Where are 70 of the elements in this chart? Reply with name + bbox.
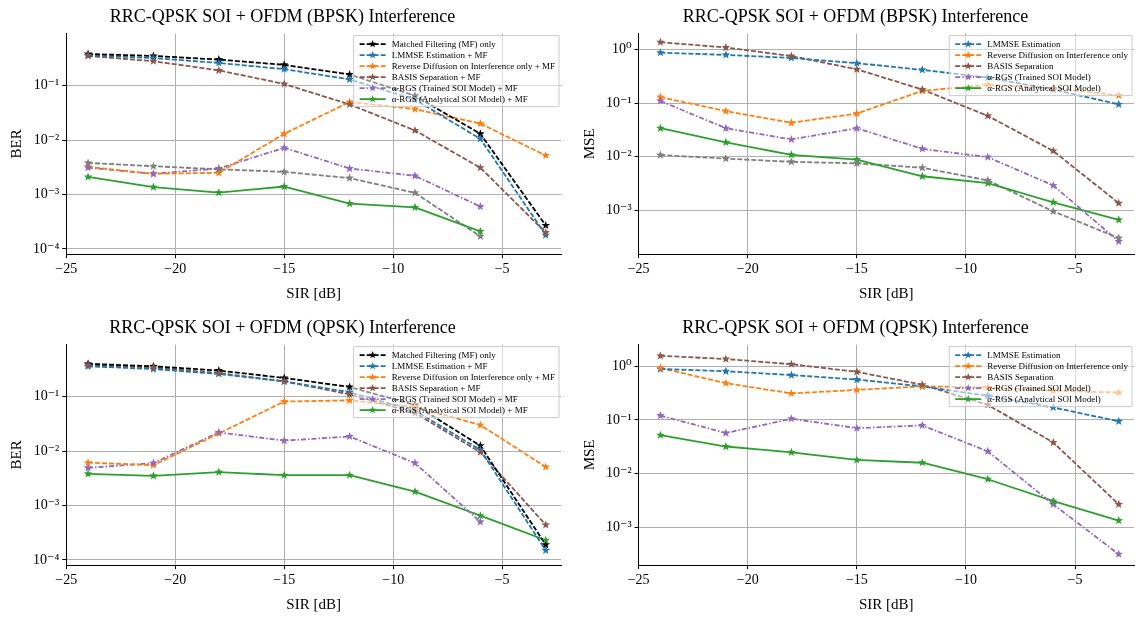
x-tick-label: −10 <box>955 572 977 588</box>
y-tick-label: 10⁻⁴ <box>32 240 60 256</box>
y-tick-label: 10⁻⁴ <box>32 551 60 567</box>
legend-label: LMMSE Estimation <box>987 349 1061 360</box>
x-tick-label: −20 <box>736 572 759 588</box>
legend-label: α-RGS (Analytical SOI Model) + MF <box>391 404 528 415</box>
legend-label: BASIS Separation <box>987 60 1054 71</box>
x-axis-title: SIR [dB] <box>859 284 914 301</box>
y-tick-label: 10⁻² <box>605 148 632 164</box>
legend-label: Matched Filtering (MF) only <box>391 349 497 360</box>
y-axis-title: MSE <box>580 128 597 160</box>
legend-label: BASIS Separation + MF <box>391 71 481 82</box>
legend-label: LMMSE Estimation + MF <box>391 360 488 371</box>
x-tick-label: −20 <box>164 261 187 277</box>
x-axis-title: SIR [dB] <box>286 284 341 301</box>
x-tick-label: −10 <box>382 572 405 588</box>
y-axis-title: MSE <box>580 439 597 471</box>
x-tick-label: −10 <box>955 261 977 277</box>
y-axis-title: BER <box>7 440 24 470</box>
x-tick-label: −5 <box>1067 261 1083 277</box>
legend-label: LMMSE Estimation <box>987 38 1061 49</box>
y-tick-label: 10⁻² <box>33 131 60 147</box>
legend-label: α-RGS (Analytical SOI Model) + MF <box>391 93 528 104</box>
legend-label: BASIS Separation + MF <box>391 382 481 393</box>
y-tick-label: 10⁰ <box>611 41 632 57</box>
y-tick-label: 10⁻¹ <box>605 411 632 427</box>
y-tick-label: 10⁻³ <box>605 201 632 217</box>
x-axis-title: SIR [dB] <box>859 595 914 612</box>
y-tick-label: 10⁻¹ <box>33 77 60 93</box>
x-tick-label: −20 <box>164 572 187 588</box>
y-tick-label: 10⁻² <box>33 442 60 458</box>
chart-title: RRC-QPSK SOI + OFDM (BPSK) Interference <box>109 5 456 27</box>
x-tick-label: −10 <box>382 261 405 277</box>
y-tick-label: 10⁻¹ <box>605 94 632 110</box>
legend-label: LMMSE Estimation + MF <box>391 49 488 60</box>
y-tick-label: 10⁻¹ <box>33 388 60 404</box>
legend-label: Reverse Diffusion on Interference only + MF <box>391 371 556 382</box>
x-tick-label: −25 <box>627 261 650 277</box>
legend-label: α-RGS (Trained SOI Model) + MF <box>391 82 518 93</box>
x-tick-label: −5 <box>494 261 510 277</box>
legend-label: α-RGS (Analytical SOI Model) <box>987 393 1101 404</box>
x-tick-label: −5 <box>494 572 510 588</box>
x-tick-label: −15 <box>273 261 296 277</box>
x-axis-title: SIR [dB] <box>286 595 341 612</box>
legend-label: Reverse Diffusion on Interference only <box>987 360 1129 371</box>
y-tick-label: 10⁰ <box>611 357 632 373</box>
x-tick-label: −15 <box>273 572 296 588</box>
legend-label: Matched Filtering (MF) only <box>391 38 497 49</box>
legend-label: α-RGS (Trained SOI Model) + MF <box>391 393 518 404</box>
x-tick-label: −25 <box>627 572 650 588</box>
y-tick-label: 10⁻³ <box>33 186 60 202</box>
legend-label: α-RGS (Analytical SOI Model) <box>987 82 1101 93</box>
x-tick-label: −15 <box>845 261 868 277</box>
legend-label: Reverse Diffusion on Interference only <box>987 49 1129 60</box>
legend-label: BASIS Separation <box>987 371 1054 382</box>
y-tick-label: 10⁻³ <box>605 519 632 535</box>
x-tick-label: −25 <box>55 261 78 277</box>
x-tick-label: −15 <box>845 572 868 588</box>
x-tick-label: −5 <box>1067 572 1083 588</box>
y-tick-label: 10⁻³ <box>33 497 60 513</box>
chart-title: RRC-QPSK SOI + OFDM (BPSK) Interference <box>682 5 1029 27</box>
chart-title: RRC-QPSK SOI + OFDM (QPSK) Interference <box>682 316 1029 338</box>
x-tick-label: −20 <box>736 261 759 277</box>
legend-label: α-RGS (Trained SOI Model) <box>987 71 1091 82</box>
y-tick-label: 10⁻² <box>605 465 632 481</box>
legend-label: Reverse Diffusion on Interference only + MF <box>391 60 556 71</box>
x-tick-label: −25 <box>55 572 78 588</box>
y-axis-title: BER <box>7 129 24 159</box>
legend-label: α-RGS (Trained SOI Model) <box>987 382 1091 393</box>
chart-title: RRC-QPSK SOI + OFDM (QPSK) Interference <box>109 316 456 338</box>
